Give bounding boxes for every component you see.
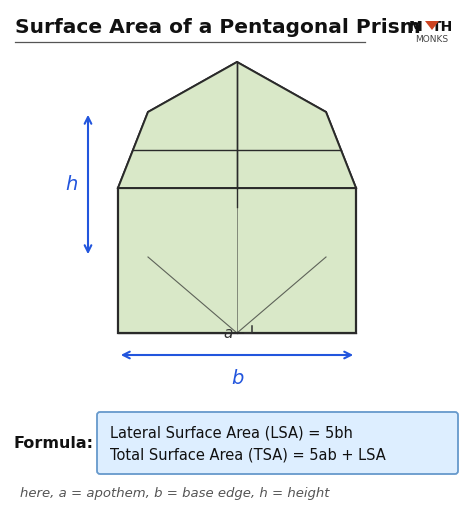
Text: Formula:: Formula: — [14, 435, 94, 451]
Text: here, a = apothem, b = base edge, h = height: here, a = apothem, b = base edge, h = he… — [20, 487, 329, 500]
FancyBboxPatch shape — [97, 412, 458, 474]
Text: Lateral Surface Area (LSA) = 5bh: Lateral Surface Area (LSA) = 5bh — [110, 425, 353, 440]
Text: TH: TH — [432, 20, 453, 34]
Text: MONKS: MONKS — [415, 35, 448, 44]
Polygon shape — [326, 112, 356, 333]
Text: a: a — [224, 326, 233, 340]
Text: Total Surface Area (TSA) = 5ab + LSA: Total Surface Area (TSA) = 5ab + LSA — [110, 448, 386, 463]
Polygon shape — [118, 207, 356, 333]
Text: h: h — [65, 175, 78, 194]
Polygon shape — [118, 112, 148, 333]
Text: M: M — [409, 20, 423, 34]
Text: Surface Area of a Pentagonal Prism: Surface Area of a Pentagonal Prism — [15, 18, 421, 37]
Polygon shape — [118, 62, 356, 188]
Polygon shape — [148, 62, 237, 257]
Polygon shape — [425, 21, 439, 30]
Polygon shape — [237, 62, 326, 257]
Text: b: b — [231, 369, 243, 388]
Polygon shape — [118, 188, 356, 333]
